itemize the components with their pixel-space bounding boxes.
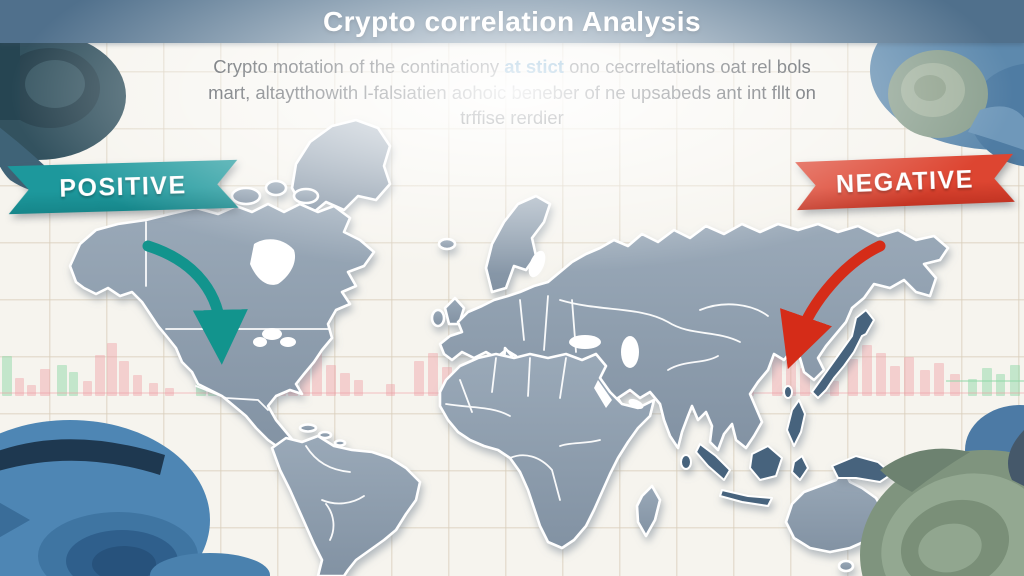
vignette-overlay <box>0 0 1024 576</box>
infographic-canvas: Crypto correlation Analysis Crypto motat… <box>0 0 1024 576</box>
